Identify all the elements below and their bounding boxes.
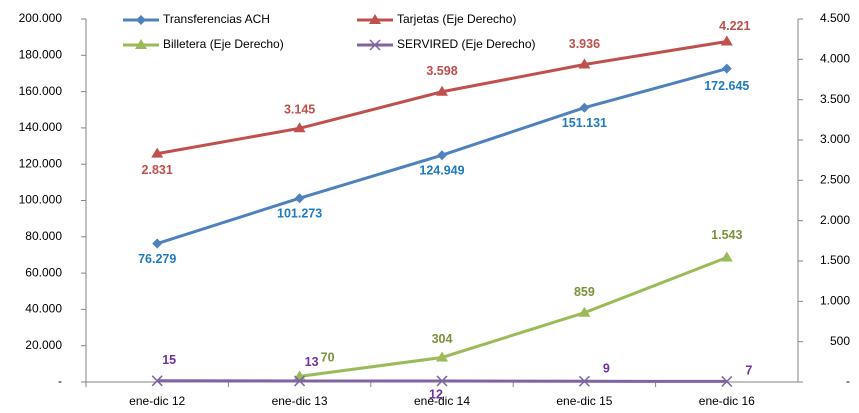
legend-label: Transferencias ACH (163, 12, 270, 26)
y2-tick-label: 4.500 (820, 11, 850, 25)
value-label: 4.221 (719, 19, 750, 33)
value-label: 9 (603, 362, 610, 376)
point (293, 122, 306, 133)
legend-label: Tarjetas (Eje Derecho) (397, 12, 516, 26)
series-line (156, 40, 728, 156)
point (152, 238, 163, 249)
y-tick-label: 140.000 (19, 120, 63, 134)
y2-tick-label: 1.000 (820, 294, 850, 308)
y-tick-label: 80.000 (25, 229, 62, 243)
value-label: 304 (432, 332, 453, 346)
legend-marker (369, 14, 381, 24)
point (720, 251, 733, 262)
point (721, 375, 733, 387)
y2-tick-label: 2.500 (820, 173, 850, 187)
value-label: 2.831 (142, 163, 173, 177)
y-tick-label: 180.000 (19, 47, 63, 61)
value-label: 7 (745, 364, 752, 378)
point (578, 375, 590, 387)
point (437, 150, 447, 161)
legend-marker (369, 39, 381, 51)
value-label: 151.131 (562, 116, 607, 130)
value-label: 15 (162, 353, 176, 367)
value-label: 12 (429, 387, 443, 401)
point (294, 193, 305, 204)
legend-marker (136, 15, 146, 25)
value-label: 859 (574, 285, 595, 299)
y2-tick-label: 3.000 (820, 132, 850, 146)
point (436, 85, 448, 96)
point (436, 375, 448, 387)
point (151, 147, 164, 158)
y-tick-label: 20.000 (25, 338, 62, 352)
value-label: 1.543 (711, 228, 742, 242)
y2-tick-label: 2.000 (820, 213, 850, 227)
value-label: 70 (321, 351, 335, 365)
point (579, 102, 590, 113)
y-tick-label: 120.000 (19, 156, 63, 170)
x-tick-label: ene-dic 15 (556, 394, 612, 408)
y2-tick-label: 4.000 (820, 52, 850, 66)
value-label: 3.145 (284, 103, 315, 117)
point (578, 58, 591, 69)
y2-tick-label: 1.500 (820, 253, 850, 267)
y2-tick-label: 500 (830, 334, 850, 348)
value-label: 172.645 (704, 79, 749, 93)
x-tick-label: ene-dic 14 (414, 394, 470, 408)
series-line (299, 256, 728, 378)
y-tick-label: 160.000 (19, 84, 63, 98)
point (294, 375, 306, 387)
point (151, 375, 163, 387)
value-label: 76.279 (138, 252, 176, 266)
point (721, 63, 732, 74)
value-label: 3.598 (426, 64, 457, 78)
point (436, 351, 448, 362)
value-label: 3.936 (569, 37, 600, 51)
value-label: 101.273 (277, 206, 322, 220)
point (578, 306, 591, 317)
legend-label: Billetera (Eje Derecho) (163, 37, 284, 51)
y2-tick-label: 3.500 (820, 92, 850, 106)
x-tick-label: ene-dic 13 (272, 394, 328, 408)
value-label: 124.949 (419, 164, 464, 178)
legend-label: SERVIRED (Eje Derecho) (397, 37, 536, 51)
y-tick-label: 60.000 (25, 265, 62, 279)
y-tick-label: 40.000 (25, 302, 62, 316)
x-tick-label: ene-dic 16 (699, 394, 755, 408)
y-tick-label: - (58, 374, 62, 388)
point (720, 35, 733, 46)
y-tick-label: 100.000 (19, 193, 63, 207)
value-label: 13 (305, 355, 319, 369)
x-tick-label: ene-dic 12 (129, 394, 185, 408)
y2-tick-label: - (846, 374, 850, 388)
legend-marker (135, 39, 147, 49)
y-tick-label: 200.000 (19, 11, 63, 25)
